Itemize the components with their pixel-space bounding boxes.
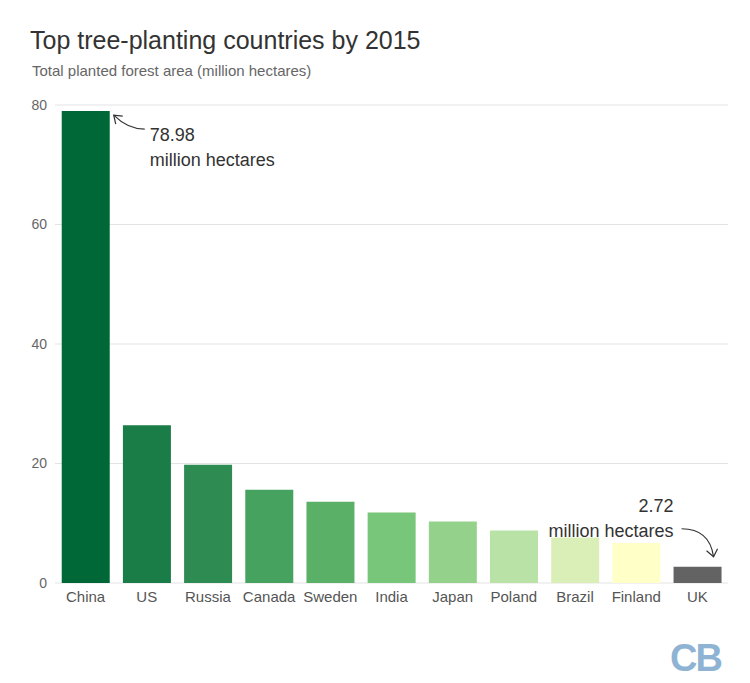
svg-text:0: 0 xyxy=(39,575,47,591)
svg-text:India: India xyxy=(375,588,408,605)
svg-text:Poland: Poland xyxy=(491,588,538,605)
svg-text:60: 60 xyxy=(31,216,47,232)
html-text:Total planted forest area (mil: Total planted forest area (million hecta… xyxy=(32,62,312,79)
svg-text:Sweden: Sweden xyxy=(303,588,357,605)
svg-text:Brazil: Brazil xyxy=(556,588,594,605)
svg-text:UK: UK xyxy=(687,588,708,605)
svg-text:US: US xyxy=(136,588,157,605)
svg-text:2.72: 2.72 xyxy=(639,496,674,516)
svg-text:Japan: Japan xyxy=(432,588,473,605)
svg-text:Canada: Canada xyxy=(243,588,296,605)
html-text:Top tree-planting countries by: Top tree-planting countries by 2015 xyxy=(30,26,421,54)
svg-text:China: China xyxy=(66,588,106,605)
svg-text:20: 20 xyxy=(31,455,47,471)
svg-text:million hectares: million hectares xyxy=(150,150,275,170)
html-text:CB: CB xyxy=(670,637,721,679)
svg-text:million hectares: million hectares xyxy=(548,521,673,541)
svg-text:80: 80 xyxy=(31,97,47,113)
svg-text:Russia: Russia xyxy=(185,588,232,605)
svg-text:40: 40 xyxy=(31,336,47,352)
svg-text:Finland: Finland xyxy=(612,588,661,605)
svg-text:78.98: 78.98 xyxy=(150,125,195,145)
